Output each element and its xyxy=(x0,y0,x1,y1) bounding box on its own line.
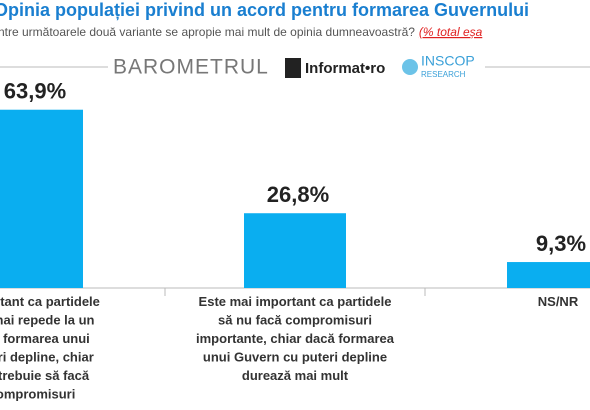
label-line: are trebuie să facă xyxy=(0,368,90,383)
label-line: importante, chiar dacă formarea xyxy=(196,331,395,346)
brand-pollster-sub: RESEARCH xyxy=(421,70,466,79)
label-line: cât mai repede la un xyxy=(0,313,95,328)
label-line: Este mai important ca partidele xyxy=(199,294,392,309)
subtitle-text: ntre următoarele două variante se apropi… xyxy=(0,25,415,39)
label-line: să nu facă compromisuri xyxy=(218,313,372,328)
x-tick-label: Este mai important ca partidele să nu fac… xyxy=(196,294,395,383)
value-label: 26,8% xyxy=(267,182,329,207)
label-line: puteri depline, chiar xyxy=(0,350,94,365)
label-line: compromisuri xyxy=(0,387,75,402)
bar xyxy=(0,109,83,289)
label-line: NS/NR xyxy=(538,294,579,309)
bar xyxy=(244,213,346,288)
label-line: important ca partidele xyxy=(0,294,100,309)
brand-pollster: INSCOP xyxy=(421,53,475,69)
brand-partner: Informat•ro xyxy=(305,60,385,77)
value-label: 9,3% xyxy=(536,231,586,256)
subtitle-note: (% total eșa xyxy=(419,25,483,39)
x-tick-label: NS/NR xyxy=(538,294,579,309)
label-line: ntru formarea unui xyxy=(0,331,90,346)
label-line: unui Guvern cu puteri depline xyxy=(203,350,387,365)
label-line: durează mai mult xyxy=(242,368,349,383)
brand-icon xyxy=(402,59,418,75)
brand-icon xyxy=(285,58,301,78)
chart-title: Opinia populației privind un acord pentr… xyxy=(0,0,529,20)
x-tick-label: important ca partidele cât mai repede la … xyxy=(0,294,100,402)
bar xyxy=(507,262,590,288)
brand-barometer: BAROMETRUL xyxy=(113,56,269,79)
value-label: 63,9% xyxy=(4,79,66,104)
chart-subtitle: ntre următoarele două variante se apropi… xyxy=(0,25,483,39)
